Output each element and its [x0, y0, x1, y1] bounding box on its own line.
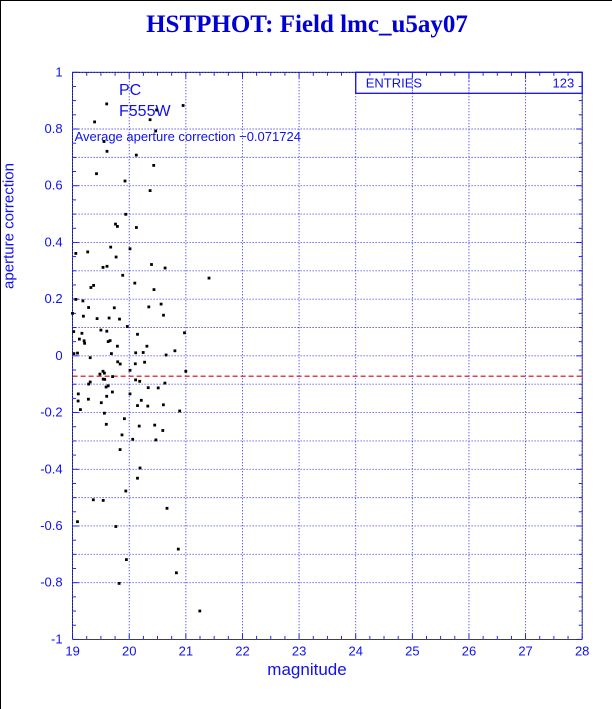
- svg-text:0.2: 0.2: [45, 291, 63, 306]
- svg-text:20: 20: [122, 643, 136, 658]
- svg-text:21: 21: [179, 643, 193, 658]
- svg-text:26: 26: [462, 643, 476, 658]
- svg-text:28: 28: [575, 643, 589, 658]
- svg-text:-0.6: -0.6: [40, 518, 62, 533]
- svg-text:22: 22: [235, 643, 249, 658]
- svg-text:27: 27: [518, 643, 532, 658]
- svg-text:ENTRIES: ENTRIES: [366, 75, 423, 90]
- svg-text:-0.4: -0.4: [40, 461, 62, 476]
- svg-text:23: 23: [292, 643, 306, 658]
- svg-text:25: 25: [405, 643, 419, 658]
- svg-text:PC: PC: [119, 82, 141, 99]
- svg-text:24: 24: [348, 643, 362, 658]
- svg-text:0.4: 0.4: [45, 234, 63, 249]
- svg-text:F555W: F555W: [119, 103, 171, 120]
- svg-text:123: 123: [552, 75, 574, 90]
- svg-text:-0.8: -0.8: [40, 575, 62, 590]
- svg-text:0.6: 0.6: [45, 178, 63, 193]
- svg-text:0: 0: [55, 348, 62, 363]
- svg-text:Average aperture correction −0: Average aperture correction −0.071724: [75, 129, 301, 144]
- svg-text:-1: -1: [51, 631, 63, 646]
- svg-text:1: 1: [55, 64, 62, 79]
- svg-text:0.8: 0.8: [45, 121, 63, 136]
- svg-text:19: 19: [65, 643, 79, 658]
- svg-text:-0.2: -0.2: [40, 405, 62, 420]
